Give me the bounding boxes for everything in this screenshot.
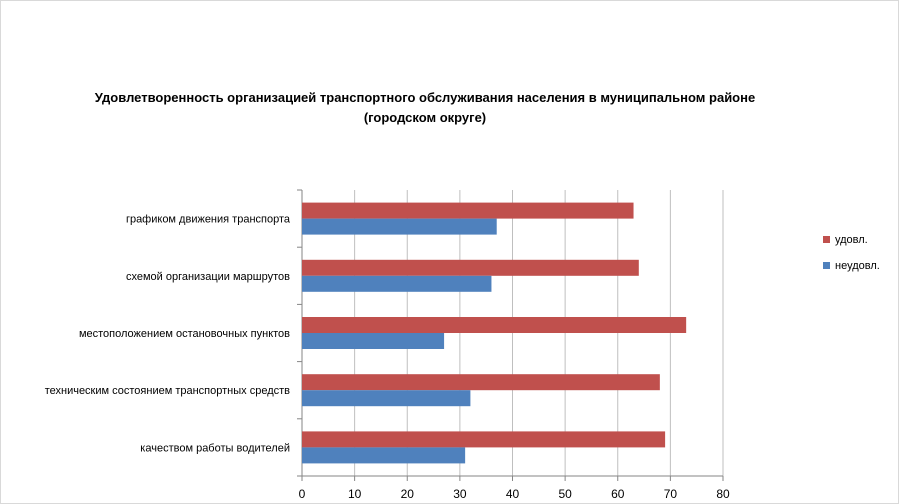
- category-label-0: графиком движения транспорта: [126, 214, 291, 226]
- legend-label-unsatisfied: неудовл.: [835, 259, 880, 272]
- category-label-2: местоположением остановочных пунктов: [79, 328, 290, 340]
- x-tick-label-70: 70: [664, 487, 678, 501]
- legend-item-satisfied: удовл.: [823, 233, 880, 246]
- x-tick-label-50: 50: [558, 487, 572, 501]
- bar-satisfied-2: [302, 317, 687, 333]
- x-tick-label-10: 10: [348, 487, 362, 501]
- bar-satisfied-1: [302, 259, 639, 276]
- category-label-1: схемой организации маршрутов: [126, 271, 290, 283]
- x-tick-label-20: 20: [401, 487, 415, 501]
- category-label-4: качеством работы водителей: [140, 442, 290, 454]
- x-tick-label-30: 30: [453, 487, 467, 501]
- category-label-3: техническим состоянием транспортных сред…: [45, 385, 290, 397]
- bar-satisfied-4: [302, 431, 666, 448]
- chart-title-line-1: Удовлетворенность организацией транспорт…: [94, 90, 756, 105]
- bar-unsatisfied-3: [302, 390, 471, 407]
- bar-unsatisfied-2: [302, 333, 445, 349]
- legend-swatch-satisfied: [823, 236, 830, 243]
- legend-label-satisfied: удовл.: [835, 233, 868, 246]
- x-tick-label-0: 0: [299, 487, 306, 501]
- bar-unsatisfied-1: [302, 275, 492, 292]
- legend-item-unsatisfied: неудовл.: [823, 259, 880, 272]
- legend: удовл. неудовл.: [823, 233, 880, 285]
- chart-title-line-2: (городском округе): [363, 110, 487, 125]
- legend-swatch-unsatisfied: [823, 262, 830, 269]
- x-tick-label-80: 80: [716, 487, 730, 501]
- bar-satisfied-3: [302, 374, 660, 391]
- x-tick-label-60: 60: [611, 487, 625, 501]
- bar-satisfied-0: [302, 202, 634, 219]
- x-tick-label-40: 40: [506, 487, 520, 501]
- bar-unsatisfied-4: [302, 447, 466, 464]
- bar-unsatisfied-0: [302, 218, 497, 235]
- chart-title: Удовлетворенность организацией транспорт…: [40, 88, 810, 128]
